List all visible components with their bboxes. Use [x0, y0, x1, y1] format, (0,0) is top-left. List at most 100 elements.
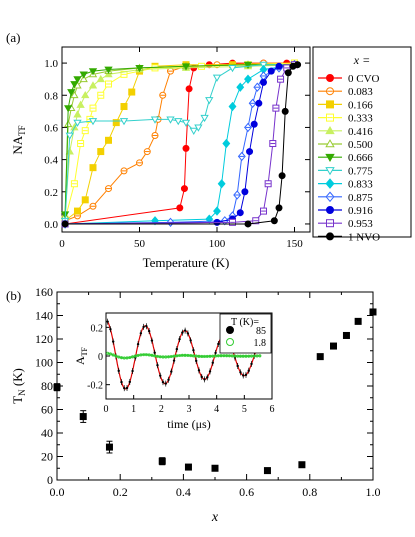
panel-b-x-tick-label: 0.8: [302, 485, 317, 499]
inset-data-point: [153, 354, 157, 358]
panel-a-data-point: [270, 217, 278, 225]
panel-a-data-point: [76, 100, 85, 108]
panel-b-point: [369, 308, 377, 316]
panel-b-x-axis-title: x: [211, 510, 219, 525]
inset-data-point: [206, 376, 209, 379]
panel-a-legend-item: 0 CVO: [318, 73, 380, 85]
panel-a-data-point: [284, 69, 292, 77]
panel-b-marker: [53, 383, 61, 391]
panel-a-data-point: [79, 71, 88, 79]
inset-data-point: [238, 354, 243, 358]
inset-data-point: [150, 353, 154, 357]
panel-a-legend-label: 0.083: [348, 86, 373, 98]
panel-b-marker: [330, 342, 337, 350]
panel-a-legend-item: 0.953: [318, 218, 373, 230]
panel-a-data-point: [73, 119, 82, 127]
inset-data-point: [150, 339, 154, 342]
inset-x-axis-title: time (μs): [167, 417, 210, 431]
panel-a-legend-marker: [325, 125, 335, 135]
panel-a-data-point: [88, 118, 98, 126]
inset-data-point: [214, 354, 218, 358]
panel-b-marker: [354, 317, 362, 325]
inset-data-point: [227, 354, 231, 358]
panel-a-legend-marker: [325, 153, 335, 163]
inset-data-point: [178, 337, 181, 341]
panel-a-x-tick-label: 0: [59, 238, 65, 250]
panel-b-y-tick-label: 80: [41, 379, 53, 393]
panel-b-marker: [184, 463, 192, 471]
panel-a-data-point: [181, 63, 191, 71]
panel-b-marker: [342, 331, 350, 339]
panel-a-data-point: [205, 97, 214, 105]
panel-a-data-point: [275, 62, 283, 70]
inset-data-point: [128, 355, 132, 360]
panel-a-data-point: [112, 119, 120, 127]
inset-data-point: [123, 386, 126, 390]
inset-legend-items: 851.8: [226, 326, 267, 349]
inset-data-point: [189, 339, 192, 342]
inset-data-point: [217, 342, 220, 346]
panel-b-x-tick-labels: 0.0 0.2 0.4 0.6 0.8 1.0: [50, 485, 381, 499]
inset-data-point: [211, 361, 214, 364]
inset-data-point: [236, 354, 240, 358]
panel-a-data-point: [236, 82, 245, 92]
inset-data-point: [214, 351, 217, 355]
panel-a-legend-item: 1 NVO: [318, 231, 380, 243]
panel-a-data-point: [73, 76, 82, 84]
panel-a-data-point: [81, 90, 90, 99]
inset-data-point: [147, 329, 151, 333]
inset-legend-label: 1.8: [254, 338, 267, 349]
inset-series: [106, 318, 262, 392]
panel-a-data-point: [255, 99, 263, 107]
inset-data-point: [239, 371, 242, 374]
panel-a-data-point: [120, 103, 128, 111]
inset-data-point: [178, 353, 182, 358]
panel-a-data-point: [236, 209, 244, 217]
panel-a-data-point: [212, 74, 222, 82]
panel-b-point: [184, 463, 192, 471]
panel-a-data-point: [217, 179, 226, 189]
panel-a-x-tick-label: 150: [286, 238, 303, 250]
inset-data-point: [252, 354, 256, 358]
inset-legend-marker: [226, 326, 234, 334]
inset-x-tick-label: 0: [104, 404, 109, 415]
inset-data-point: [111, 340, 115, 343]
inset-data-point: [203, 378, 206, 381]
inset-data-point: [117, 369, 120, 373]
inset-data-point: [241, 354, 245, 358]
inset-data-point: [122, 356, 126, 360]
panel-a-x-tick-labels: 0 50 100 150: [59, 238, 303, 250]
panel-a-series-line: [64, 62, 295, 222]
inset-data-point: [189, 354, 193, 358]
inset-data-point: [247, 354, 251, 358]
panel-a-data-point: [67, 89, 76, 97]
inset-data-point: [181, 331, 184, 334]
panel-a-x-axis-title: Temperature (K): [143, 255, 230, 270]
panel-a-data-point: [278, 172, 286, 180]
inset-legend-title: T (K)=: [231, 317, 259, 328]
panel-b-marker: [79, 413, 87, 421]
panel-b-y-tick-label: 100: [35, 356, 53, 370]
inset-data-point: [208, 370, 212, 373]
panel-a-legend-item: 0.500: [318, 139, 373, 151]
inset-data-point: [222, 354, 226, 358]
inset-data-point: [216, 354, 220, 358]
inset-data-point: [125, 386, 129, 390]
inset-data-point: [205, 354, 209, 358]
inset-data-point: [194, 359, 198, 363]
inset-data-point: [180, 353, 184, 357]
panel-a-legend-item: 0.166: [318, 99, 373, 111]
panel-a-data-point: [189, 127, 198, 135]
inset-data-point: [120, 380, 123, 384]
inset-x-tick-label: 2: [159, 404, 164, 415]
panel-b-point: [354, 317, 362, 325]
panel-a-data-point: [185, 85, 193, 93]
panel-b-point: [330, 342, 337, 350]
inset-data-point: [109, 327, 112, 331]
panel-a-data-point: [73, 110, 82, 118]
inset-data-point: [158, 355, 162, 359]
inset-data-point: [186, 353, 190, 357]
inset-data-point: [156, 363, 159, 367]
inset-data-point: [197, 354, 201, 358]
